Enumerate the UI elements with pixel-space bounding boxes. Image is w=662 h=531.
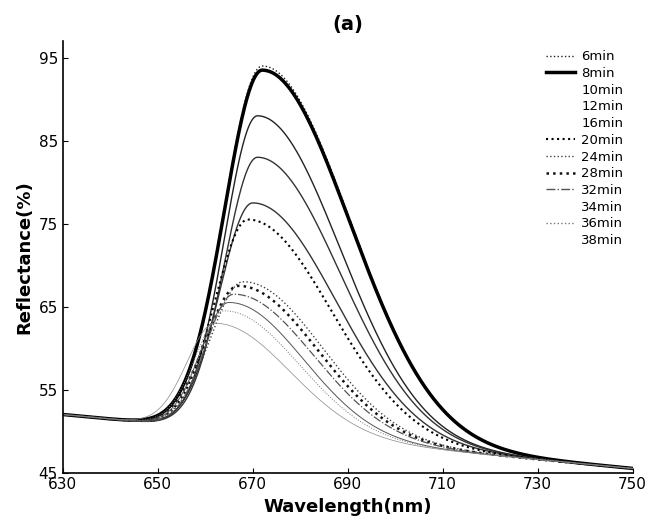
Title: (a): (a) — [332, 15, 363, 34]
Y-axis label: Reflectance(%): Reflectance(%) — [15, 180, 33, 333]
Legend: 6min, 8min, 10min, 12min, 16min, 20min, 24min, 28min, 32min, 34min, 36min, 38min: 6min, 8min, 10min, 12min, 16min, 20min, … — [540, 45, 629, 252]
X-axis label: Wavelength(nm): Wavelength(nm) — [263, 498, 432, 516]
